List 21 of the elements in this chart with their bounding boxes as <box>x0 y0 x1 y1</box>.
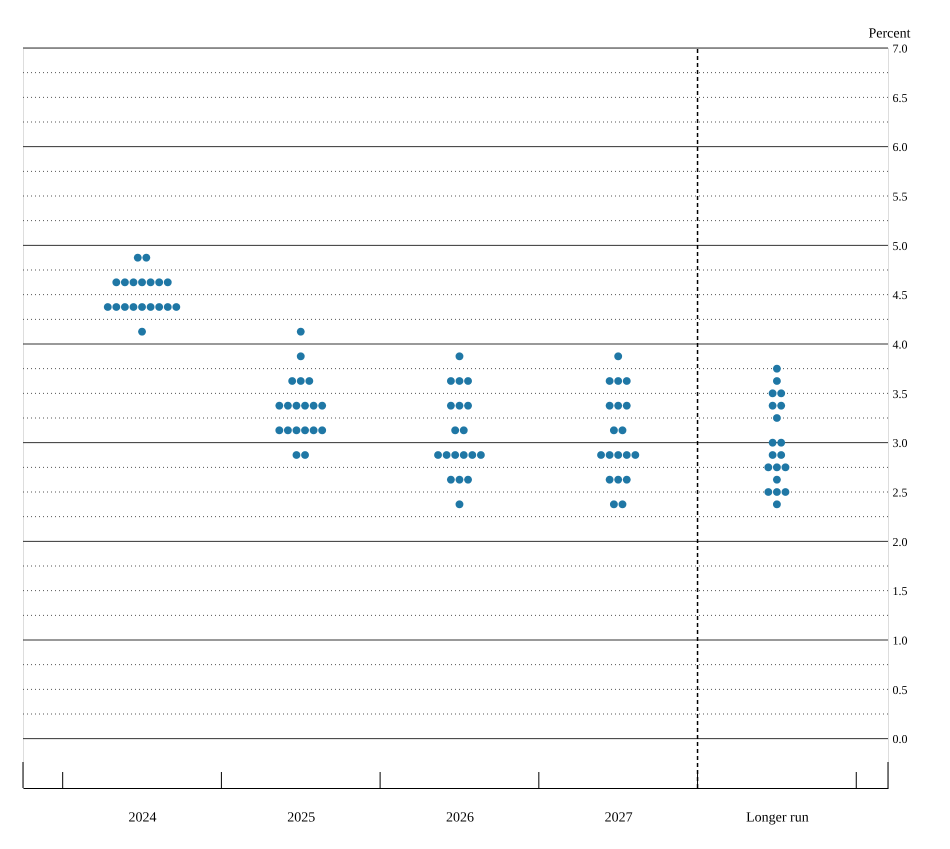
y-tick-label: 4.0 <box>892 338 908 352</box>
y-tick-label: 0.0 <box>892 732 908 746</box>
y-tick-label: 0.5 <box>892 682 908 697</box>
y-tick-label: 4.5 <box>892 288 908 302</box>
y-tick-label: 3.5 <box>892 386 908 401</box>
y-tick-label: 6.0 <box>892 140 908 154</box>
y-tick-label: 2.5 <box>892 486 908 500</box>
x-tick-label: Longer run <box>746 810 809 826</box>
x-tick-label: 2024 <box>128 810 157 826</box>
y-tick-label: 7.0 <box>892 42 908 56</box>
x-tick-label: 2026 <box>446 810 474 826</box>
y-tick-label: 5.5 <box>892 190 908 204</box>
y-tick-label: 6.5 <box>892 90 908 105</box>
x-tick-label: 2025 <box>287 810 316 826</box>
y-tick-label: 5.0 <box>892 238 908 253</box>
y-tick-label: 1.0 <box>892 634 908 648</box>
y-axis-title: Percent <box>868 26 911 42</box>
y-tick-label: 2.0 <box>892 534 908 549</box>
x-tick-label: 2027 <box>604 810 633 826</box>
y-tick-label: 1.5 <box>892 584 908 598</box>
y-tick-label: 3.0 <box>892 436 908 450</box>
